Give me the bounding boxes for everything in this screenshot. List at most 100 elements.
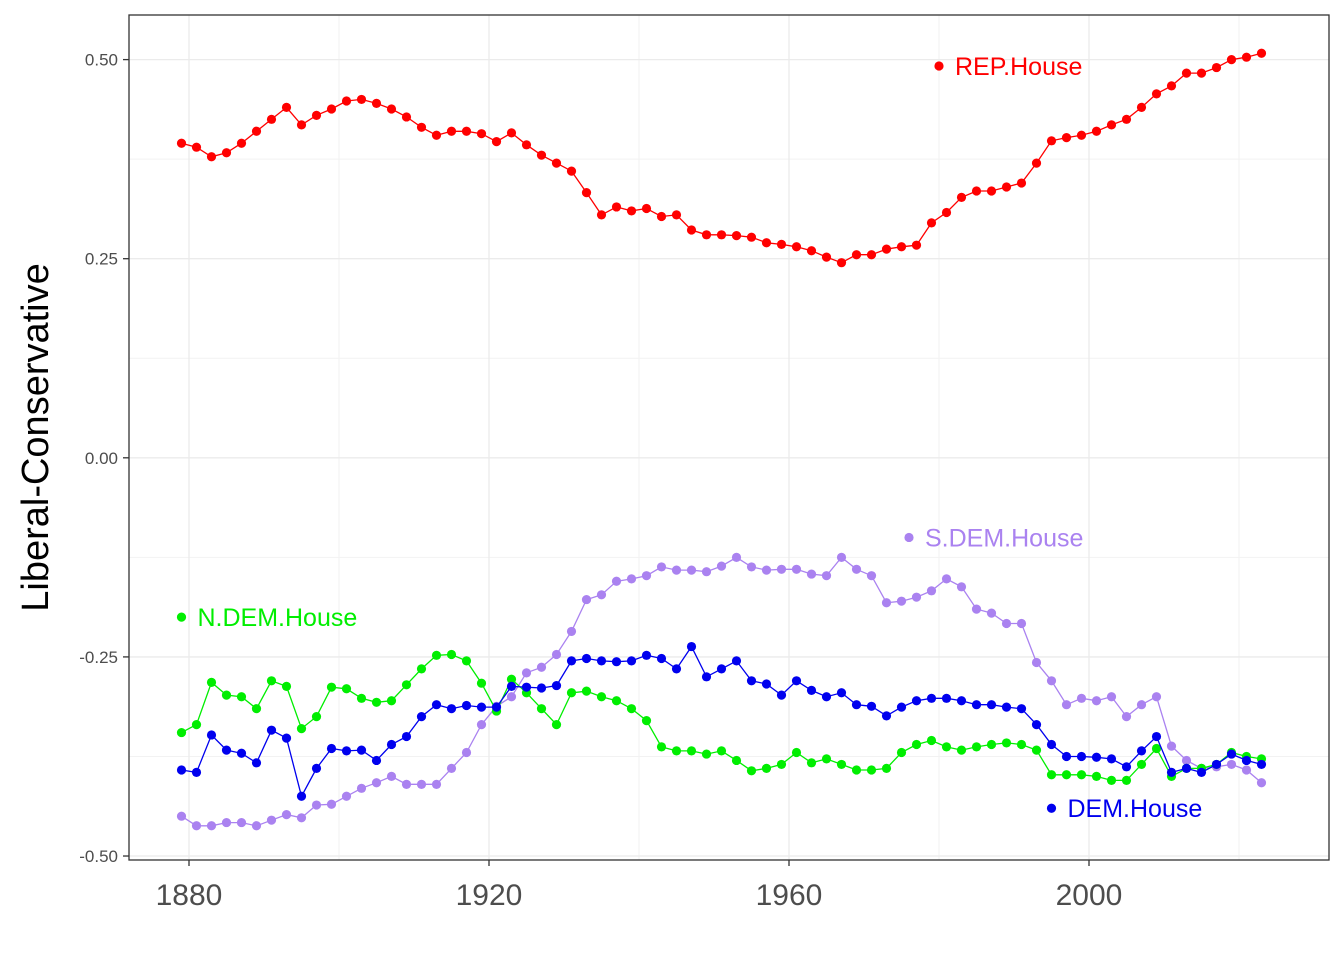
data-point-n-dem-house	[311, 712, 322, 722]
data-point-n-dem-house	[776, 759, 787, 770]
data-point-s-dem-house	[281, 810, 292, 820]
data-point-n-dem-house	[986, 739, 997, 750]
data-point-n-dem-house	[791, 747, 802, 758]
data-point-s-dem-house	[596, 590, 607, 600]
data-point-s-dem-house	[1181, 755, 1192, 766]
data-point-rep-house	[1151, 89, 1162, 99]
data-point-n-dem-house	[626, 704, 637, 714]
data-point-dem-house	[401, 731, 412, 742]
data-point-rep-house	[476, 129, 487, 139]
data-point-rep-house	[551, 158, 562, 168]
data-point-dem-house	[191, 767, 202, 777]
data-point-dem-house	[446, 704, 457, 714]
data-point-s-dem-house	[1241, 765, 1252, 775]
data-point-rep-house	[1181, 68, 1192, 78]
y-axis-title: Liberal-Conservative	[15, 263, 57, 612]
data-point-dem-house	[806, 685, 817, 695]
data-point-rep-house	[401, 112, 412, 122]
data-point-dem-house	[236, 748, 247, 758]
data-point-dem-house	[356, 745, 367, 755]
data-point-dem-house	[1151, 731, 1162, 742]
data-point-rep-house	[431, 130, 442, 140]
data-point-s-dem-house	[1151, 692, 1162, 702]
series-labels: REP.House S.DEM.House N.DEM.House DEM.House	[176, 53, 1202, 823]
legend-dot-n-dem-house	[176, 612, 187, 622]
data-point-n-dem-house	[236, 692, 247, 702]
data-point-rep-house	[326, 104, 337, 114]
data-point-s-dem-house	[386, 771, 397, 781]
series-label-n-dem-house: N.DEM.House	[198, 604, 358, 632]
data-point-n-dem-house	[446, 649, 457, 660]
data-point-n-dem-house	[356, 693, 367, 703]
data-point-dem-house	[851, 700, 862, 710]
data-point-s-dem-house	[1106, 692, 1117, 702]
data-point-rep-house	[626, 206, 637, 216]
data-point-n-dem-house	[551, 720, 562, 730]
data-point-dem-house	[1016, 704, 1027, 714]
data-point-dem-house	[251, 758, 262, 768]
data-point-dem-house	[626, 656, 637, 666]
data-point-n-dem-house	[581, 686, 592, 696]
data-point-rep-house	[341, 96, 352, 106]
data-point-n-dem-house	[1046, 770, 1057, 780]
data-point-dem-house	[1046, 739, 1057, 750]
data-point-dem-house	[341, 746, 352, 756]
data-point-n-dem-house	[971, 742, 982, 752]
data-point-n-dem-house	[476, 678, 487, 688]
data-point-rep-house	[806, 246, 817, 256]
data-point-dem-house	[776, 690, 787, 700]
data-point-rep-house	[821, 252, 832, 262]
data-point-s-dem-house	[986, 608, 997, 618]
data-point-s-dem-house	[191, 821, 202, 831]
data-point-s-dem-house	[251, 821, 262, 831]
series-label-rep-house: REP.House	[955, 53, 1082, 81]
data-point-s-dem-house	[536, 662, 547, 672]
data-point-s-dem-house	[221, 817, 232, 828]
data-point-s-dem-house	[311, 800, 322, 810]
data-point-dem-house	[641, 650, 652, 660]
data-point-n-dem-house	[1016, 739, 1027, 750]
data-point-dem-house	[1136, 746, 1147, 756]
data-point-rep-house	[296, 120, 307, 130]
data-point-dem-house	[176, 765, 187, 775]
data-point-rep-house	[1001, 182, 1012, 192]
data-point-s-dem-house	[1121, 712, 1132, 722]
y-tick-label: -0.50	[79, 847, 118, 866]
data-point-dem-house	[761, 679, 772, 689]
legend-dot-rep-house	[934, 61, 944, 71]
data-point-rep-house	[1226, 54, 1237, 65]
data-point-dem-house	[206, 730, 217, 740]
data-point-dem-house	[866, 701, 877, 711]
data-point-n-dem-house	[896, 747, 907, 758]
data-point-rep-house	[1031, 158, 1042, 168]
data-point-s-dem-house	[401, 779, 412, 789]
data-point-s-dem-house	[236, 817, 247, 828]
data-point-rep-house	[491, 137, 502, 147]
y-tick-label: -0.25	[79, 648, 118, 667]
data-point-rep-house	[251, 126, 262, 136]
data-point-rep-house	[236, 138, 247, 148]
data-point-n-dem-house	[1091, 771, 1102, 781]
y-tick-label: 0.25	[85, 250, 118, 269]
data-point-n-dem-house	[731, 755, 742, 766]
data-point-n-dem-house	[206, 677, 217, 687]
data-point-dem-house	[1001, 702, 1012, 712]
data-point-s-dem-house	[776, 564, 787, 574]
data-point-n-dem-house	[326, 682, 337, 692]
data-point-s-dem-house	[1031, 657, 1042, 668]
data-point-rep-house	[581, 188, 592, 198]
y-tick-label: 0.00	[85, 449, 118, 468]
data-point-s-dem-house	[1046, 676, 1057, 686]
data-point-dem-house	[911, 696, 922, 706]
data-point-n-dem-house	[881, 763, 892, 774]
data-point-rep-house	[1241, 52, 1252, 62]
data-point-dem-house	[506, 681, 517, 691]
data-point-dem-house	[611, 657, 622, 667]
data-point-dem-house	[941, 693, 952, 703]
data-point-dem-house	[746, 676, 757, 686]
data-point-dem-house	[461, 700, 472, 711]
data-point-rep-house	[206, 152, 217, 162]
data-point-dem-house	[296, 791, 307, 801]
data-point-s-dem-house	[836, 552, 847, 562]
